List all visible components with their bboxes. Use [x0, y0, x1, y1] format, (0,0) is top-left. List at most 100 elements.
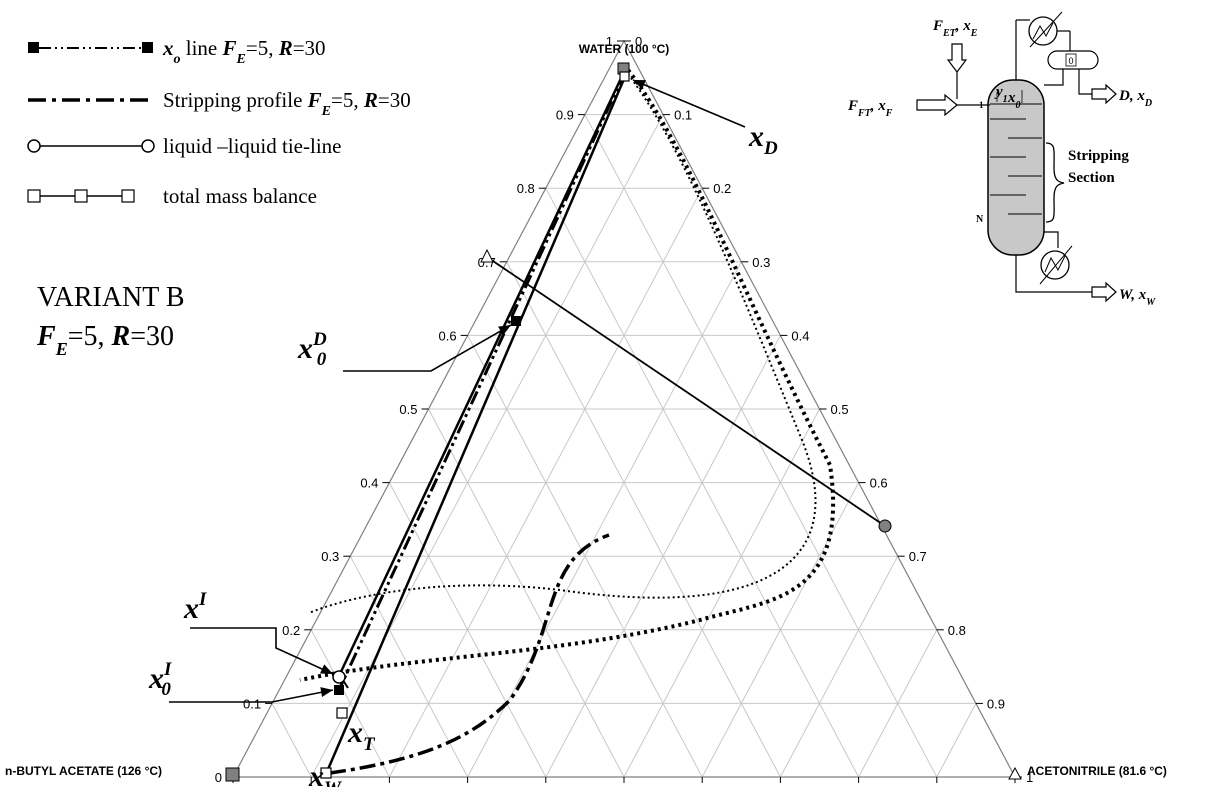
grid-line: [936, 703, 977, 778]
reboiler-return: [1044, 231, 1059, 248]
leader-xD-arrowhead: [633, 80, 646, 90]
right-tick-label: 0.8: [948, 623, 966, 638]
vertex-acetonitrile-label: ACETONITRILE (81.6 °C): [1027, 764, 1167, 778]
distillate-line: [1078, 69, 1092, 95]
distillate-arrow-icon: [1091, 83, 1117, 105]
reboiler-coil: [1044, 255, 1066, 273]
point-labels: xD xD0 xI xI0 xTxW: [148, 79, 778, 787]
xI-marker: [332, 670, 346, 684]
left-tick-label: 1: [606, 34, 613, 49]
grid-line: [310, 114, 664, 778]
left-tick-label: 0: [215, 770, 222, 785]
xW-marker: [320, 767, 332, 779]
leader-x0D-arrowhead: [498, 325, 511, 336]
leader-xI-arrowhead: [320, 664, 333, 674]
right-tick-label: 0.7: [909, 549, 927, 564]
legend-label: liquid –liquid tie-line: [163, 134, 341, 158]
label-x0D-text: xD 0: [297, 329, 327, 370]
tie-line-right: [486, 256, 886, 527]
feed-e-arrow-icon: [946, 43, 968, 73]
grid-line: [584, 114, 938, 778]
line-xD-xW: [324, 71, 629, 775]
tie-end-marker: [878, 519, 892, 533]
leader-xI: [190, 627, 334, 675]
grid-line: [428, 408, 625, 778]
grid-line: [506, 261, 781, 778]
variant-title: VARIANT B: [37, 282, 185, 313]
left-tick-label: 0.3: [321, 549, 339, 564]
right-tick-label: 0.3: [752, 255, 770, 270]
left-tick-label: 0.1: [243, 696, 261, 711]
reflux-drum-inner: [1065, 53, 1077, 67]
stripping-section-label-2: Section: [1068, 170, 1115, 186]
legend: xo line FE=5, R=30 Stripping profile FE=5…: [27, 36, 411, 208]
markers: [225, 62, 1022, 782]
feed-f-arrow-icon: [916, 93, 958, 117]
leader-x0I: [169, 689, 334, 703]
right-tick-label: 0.2: [713, 181, 731, 196]
right-tick-label: 1: [1026, 770, 1033, 785]
stage-n-label: N: [976, 214, 984, 225]
right-tick-label: 0: [635, 34, 642, 49]
variant-params: FE=5, R=30: [36, 321, 174, 359]
left-tick-label: 0.5: [399, 402, 417, 417]
label-xW-text: xW: [308, 760, 342, 787]
label-xD: xD: [748, 120, 778, 159]
legend-item-massbalance: total mass balance: [27, 184, 317, 208]
distillate-label: D, xD: [1118, 88, 1152, 109]
label-xT-text: xT: [347, 716, 376, 755]
label-x0I: xI 0: [148, 659, 172, 700]
vertex-water-label: WATER (100 °C): [579, 42, 670, 56]
label-xI-text: xI: [183, 589, 207, 625]
x0-label: x0: [1007, 90, 1021, 111]
left-tick-label: 0.8: [517, 181, 535, 196]
label-x0D: xD 0: [297, 329, 327, 370]
curves: [299, 65, 886, 775]
legend-circle-marker: [27, 139, 41, 153]
bottoms-line: [1015, 255, 1092, 293]
grid-line: [310, 629, 390, 778]
left-tick-label: 0.6: [439, 328, 457, 343]
stripping-section-label-1: Stripping: [1068, 148, 1129, 164]
right-tick-label: 0.4: [791, 328, 809, 343]
acetonitrile-marker: [1008, 766, 1022, 780]
xo-line: [337, 71, 627, 691]
legend-label: total mass balance: [163, 184, 317, 208]
label-xI: xI: [183, 589, 207, 625]
grid-line: [467, 261, 742, 778]
left-tick-label: 0.4: [360, 476, 378, 491]
condenser-arrow: [1029, 11, 1063, 48]
drum-label: 0: [1068, 56, 1073, 66]
stripping-profile: [329, 533, 610, 775]
bottoms-arrow-icon: [1091, 281, 1117, 303]
grid-line: [388, 482, 547, 778]
reboiler-arrow: [1039, 245, 1073, 285]
line-xD-xI: [337, 71, 626, 677]
butyl-acetate-marker: [225, 767, 240, 782]
boundary-curve-outer: [299, 68, 836, 682]
label-xT: xT: [347, 716, 376, 755]
legend-square-marker: [74, 189, 88, 203]
grid-line: [271, 703, 312, 778]
legend-item-tieline: liquid –liquid tie-line: [27, 134, 341, 158]
boundary-curve-inner: [308, 65, 817, 614]
legend-square-marker: [28, 42, 39, 53]
grid-line: [349, 555, 469, 778]
label-xD-text: xD: [748, 120, 778, 159]
y1-label: y1: [994, 84, 1008, 105]
stripping-brace: [1045, 142, 1065, 223]
left-tick-label: 0.2: [282, 623, 300, 638]
leader-x0I-arrowhead: [320, 687, 333, 698]
tie-start-marker: [480, 248, 494, 263]
ternary-grid: [271, 114, 977, 778]
feed-f-label: FFT, xF: [847, 98, 893, 119]
condenser-coil: [1032, 22, 1054, 40]
legend-square-marker: [121, 189, 135, 203]
right-tick-label: 0.5: [831, 402, 849, 417]
stage-1-label: 1: [979, 100, 984, 110]
xD-marker: [619, 71, 630, 82]
legend-label: Stripping profile FE=5, R=30: [163, 88, 411, 119]
right-tick-label: 0.6: [870, 476, 888, 491]
legend-item-stripping: Stripping profile FE=5, R=30: [28, 88, 411, 119]
